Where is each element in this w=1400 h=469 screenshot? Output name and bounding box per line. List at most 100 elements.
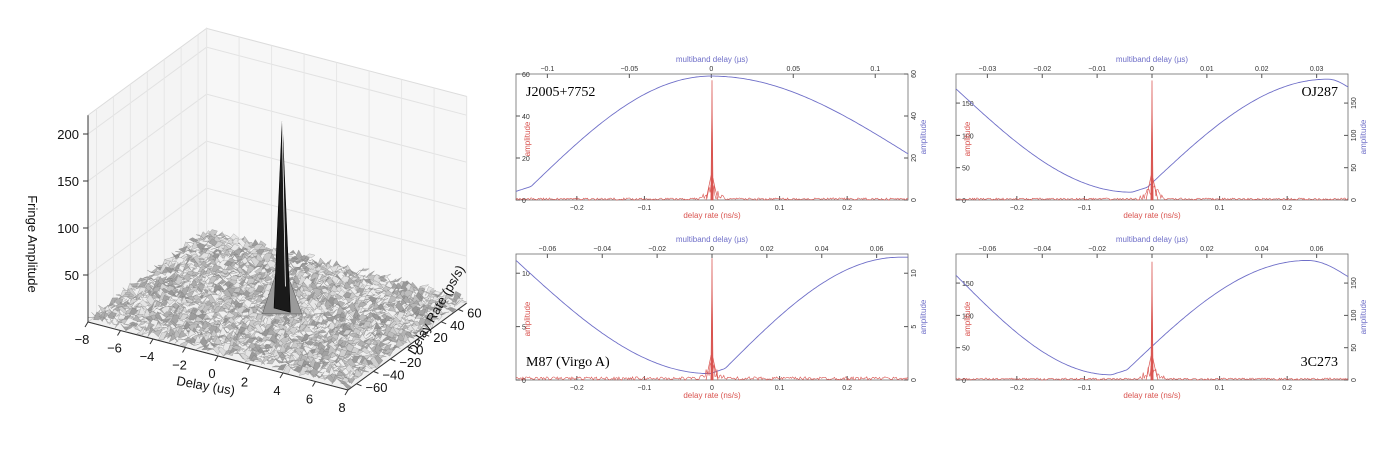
surface-cell — [380, 301, 391, 308]
source-label: OJ287 — [1301, 85, 1338, 100]
surface-cell — [266, 358, 276, 365]
surface-cell — [157, 262, 167, 268]
amplitude-sidelobes — [1145, 175, 1159, 201]
surface-cell — [114, 318, 125, 328]
x-tick-label: 2 — [241, 375, 248, 390]
surface-cell — [357, 301, 367, 308]
surface-cell — [316, 268, 327, 275]
surface-cell — [314, 312, 325, 322]
surface-cell — [179, 325, 189, 333]
surface-cell — [213, 231, 223, 237]
right-tick-label: 60 — [911, 70, 918, 78]
surface-cell — [331, 365, 341, 373]
x-tick — [182, 347, 186, 353]
surface-cell — [377, 303, 387, 312]
surface-cell — [387, 346, 397, 352]
surface-cell — [317, 329, 327, 334]
surface-cell — [136, 325, 146, 336]
surface-cell — [179, 313, 189, 321]
surface-cell — [328, 352, 339, 359]
surface-cell — [337, 378, 347, 385]
surface-cell — [336, 358, 346, 364]
surface-cell — [334, 266, 345, 273]
y-tick — [424, 333, 430, 337]
surface-cell — [432, 291, 442, 296]
top-tick-label: −0.02 — [1033, 66, 1051, 73]
top-tick-label: −0.06 — [539, 246, 557, 253]
surface-cell — [329, 361, 339, 367]
surface-cell — [213, 269, 223, 276]
bottom-tick-label: 0 — [1150, 385, 1154, 392]
surface-cell — [427, 299, 437, 305]
y-tick-label: 20 — [433, 330, 447, 345]
surface-cell — [255, 249, 265, 256]
surface-cell — [392, 277, 402, 283]
surface-cell — [408, 331, 419, 338]
surface-cell — [305, 314, 316, 319]
surface-cell — [443, 293, 453, 303]
surface-cell — [342, 370, 352, 376]
surface-cell — [375, 351, 385, 358]
left-tick-label: 100 — [962, 313, 974, 320]
surface-cell — [360, 290, 371, 297]
surface-cell — [426, 290, 437, 298]
surface-cell — [189, 300, 199, 305]
source-label: J2005+7752 — [526, 85, 595, 100]
x-tick — [149, 338, 154, 345]
surface-cell — [272, 314, 282, 316]
surface-cell — [453, 297, 464, 308]
x-tick — [214, 355, 219, 362]
surface-cell — [351, 338, 362, 345]
surface-cell — [233, 292, 244, 296]
surface-cell — [235, 297, 245, 302]
surface-cell — [288, 338, 299, 342]
surface-cell — [333, 342, 344, 349]
surface-cell — [366, 294, 376, 297]
surface-cell — [215, 342, 226, 352]
x-tick — [312, 381, 316, 387]
surface-cell — [186, 329, 197, 339]
surface-cell — [326, 374, 336, 383]
surface-cell — [317, 291, 327, 298]
right-tick-label: 0 — [1351, 378, 1358, 382]
surface-cell — [365, 332, 375, 336]
surface-cell — [322, 271, 332, 279]
surface-cell — [341, 301, 351, 308]
surface-cell — [225, 301, 235, 308]
y-tick-label: 60 — [467, 305, 481, 320]
surface-cell — [247, 329, 257, 339]
left-axis-title: amplitude — [963, 301, 972, 336]
surface-cell — [368, 296, 378, 305]
top-tick-label: −0.02 — [648, 246, 666, 253]
left-tick-label: 40 — [522, 114, 530, 121]
x-tick — [247, 364, 251, 370]
surface-cell — [373, 334, 383, 343]
surface-cell — [361, 347, 371, 354]
surface-cell — [205, 243, 215, 249]
surface-cell — [425, 286, 435, 296]
surface-cell — [370, 356, 380, 369]
amplitude-sidelobes — [705, 175, 719, 201]
z-tick-label: 100 — [57, 221, 79, 236]
surface-cell — [188, 311, 198, 321]
surface-cell — [188, 263, 198, 269]
peak-highlight — [281, 121, 286, 287]
bottom-tick-label: −0.1 — [1077, 205, 1091, 212]
surface-cell — [363, 363, 373, 370]
bottom-tick-label: 0.1 — [1215, 385, 1225, 392]
surface-cell — [293, 269, 303, 279]
right-tick-label: 0 — [1351, 198, 1358, 202]
fringe-panel-3c273: −0.2 −0.1 0 0.1 0.2 delay rate (ns/s) −0.06 −0.… — [955, 235, 1368, 400]
surface-cell — [131, 325, 141, 332]
surface-cell — [239, 353, 249, 361]
surface-cell — [188, 237, 199, 243]
surface-cell — [227, 270, 237, 276]
surface-cell — [168, 333, 179, 343]
top-axis-title: multiband delay (µs) — [1116, 235, 1189, 244]
y-tick-label: 40 — [450, 318, 464, 333]
top-tick-label: 0.04 — [815, 246, 829, 253]
surface-cell — [169, 305, 180, 315]
surface-cell — [297, 315, 307, 321]
left-tick-label: 0 — [522, 198, 526, 205]
surface-cell — [178, 245, 188, 253]
